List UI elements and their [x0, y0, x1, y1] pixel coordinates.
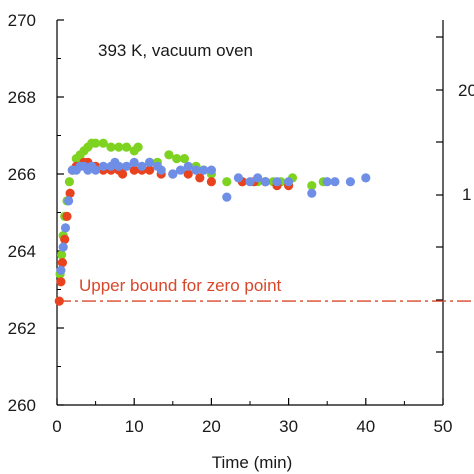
data-point	[145, 165, 155, 175]
y-tick-label: 266	[8, 165, 36, 184]
data-point	[106, 142, 116, 152]
data-point	[361, 173, 371, 183]
data-point	[260, 177, 270, 187]
data-point	[57, 250, 67, 260]
data-point	[307, 188, 317, 198]
data-points	[54, 138, 371, 306]
data-point	[206, 165, 216, 175]
data-point	[172, 154, 182, 164]
data-point	[183, 161, 193, 171]
y-tick-label: 262	[8, 319, 36, 338]
upper-bound-label: Upper bound for zero point	[79, 276, 282, 295]
x-tick-label: 30	[279, 417, 298, 436]
data-point	[54, 296, 64, 306]
data-point	[222, 177, 232, 187]
data-point	[345, 177, 355, 187]
data-point	[98, 161, 108, 171]
data-point	[64, 196, 74, 206]
data-point	[60, 234, 70, 244]
data-point	[183, 169, 193, 179]
y-tick-label: 264	[8, 242, 36, 261]
data-point	[56, 277, 66, 287]
y-tick-label: 260	[8, 396, 36, 415]
y-tick-label: 270	[8, 11, 36, 30]
data-point	[191, 165, 201, 175]
data-point	[121, 142, 132, 152]
data-point	[168, 169, 178, 179]
x-axis-title: Time (min)	[212, 453, 293, 472]
x-tick-label: 50	[434, 417, 453, 436]
y-tick-label: 268	[8, 88, 36, 107]
data-point	[65, 188, 75, 198]
y-right-tick-label: 1	[462, 185, 471, 204]
y-right-tick-label: 20	[458, 81, 474, 100]
data-point	[272, 177, 282, 187]
data-point	[91, 138, 101, 148]
data-point	[175, 165, 186, 175]
data-point	[156, 165, 166, 175]
data-point	[62, 211, 72, 221]
data-point	[322, 177, 332, 187]
data-point	[330, 177, 340, 187]
data-point	[307, 181, 317, 191]
data-point	[114, 142, 124, 152]
condition-annotation: 393 K, vacuum oven	[98, 41, 253, 60]
data-point	[164, 150, 174, 160]
data-point	[233, 173, 243, 183]
plot-frame: 260 262 264 266 268 270 0 10 20 30 40 50 20 1	[8, 11, 474, 436]
data-point	[206, 177, 216, 187]
data-point	[253, 173, 263, 183]
data-point	[64, 177, 74, 187]
data-point	[179, 154, 189, 164]
x-tick-label: 20	[202, 417, 221, 436]
data-point	[133, 142, 143, 152]
data-point	[91, 165, 101, 175]
data-point	[58, 242, 68, 252]
data-point	[56, 265, 66, 275]
data-point	[121, 161, 132, 171]
reference-line-group: Upper bound for zero point	[57, 276, 472, 302]
data-point	[129, 165, 139, 175]
data-point	[222, 192, 232, 202]
x-tick-label: 10	[125, 417, 144, 436]
data-point	[60, 223, 71, 233]
data-point	[245, 177, 255, 187]
x-tick-label: 40	[356, 417, 375, 436]
data-point	[195, 173, 205, 183]
data-point	[199, 165, 209, 175]
data-point	[98, 138, 108, 148]
data-point	[145, 157, 155, 167]
x-tick-label: 0	[52, 417, 61, 436]
data-point	[118, 169, 128, 179]
data-point	[137, 161, 147, 171]
data-point	[129, 157, 139, 167]
data-point	[57, 258, 67, 268]
data-point	[114, 161, 124, 171]
data-point	[284, 177, 294, 187]
